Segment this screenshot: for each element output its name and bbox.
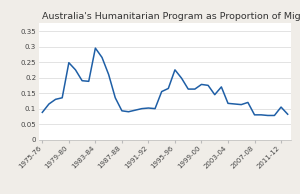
Text: Australia's Humanitarian Program as Proportion of Migration Program: Australia's Humanitarian Program as Prop… [41,12,300,21]
